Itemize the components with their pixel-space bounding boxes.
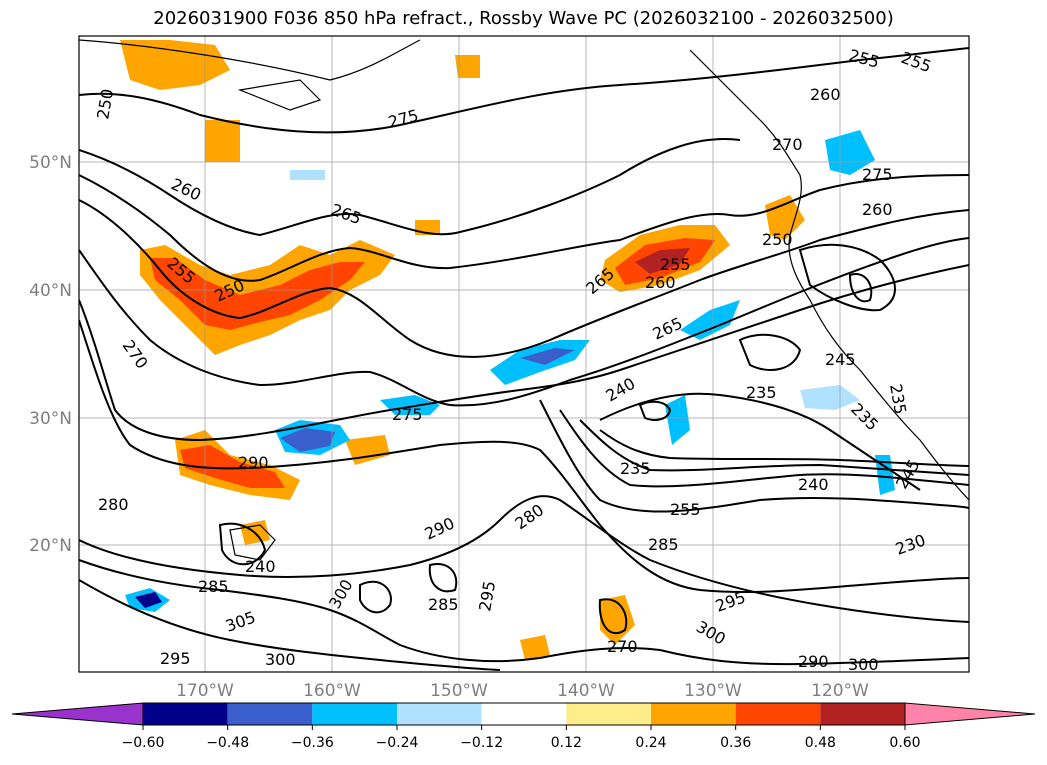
patch-negative	[800, 385, 860, 410]
colorbar-segment	[397, 703, 482, 725]
colorbar-segment	[651, 703, 736, 725]
colorbar-segment	[227, 703, 313, 725]
contour-label: 260	[645, 273, 676, 292]
contour-label: 270	[772, 135, 803, 154]
contour-label: 235	[620, 459, 651, 478]
patch-negative	[875, 455, 895, 495]
colorbar-extend-low	[11, 702, 144, 726]
shaded-patches	[120, 40, 895, 660]
contour-label: 285	[648, 535, 679, 554]
colorbar-tick-label: 0.12	[551, 735, 582, 751]
contour-label: 235	[746, 383, 777, 402]
patch-negative-strong	[135, 592, 162, 608]
contour-label: 275	[862, 165, 893, 184]
colorbar-tick-label: −0.60	[122, 735, 165, 751]
patch-positive	[205, 120, 240, 162]
colorbar: −0.60 −0.48 −0.36 −0.24 −0.12 0.12 0.24 0.36 0.4…	[11, 702, 1036, 751]
lon-label: 160°W	[303, 681, 361, 701]
patch-negative-strong	[520, 348, 575, 365]
patch-negative	[665, 395, 690, 445]
map-frame	[78, 35, 970, 673]
contour-label: 295	[160, 649, 191, 668]
lon-label: 130°W	[684, 681, 742, 701]
contour-label: 240	[245, 557, 276, 576]
colorbar-segment	[735, 703, 821, 725]
colorbar-segment	[820, 703, 905, 725]
lon-label: 120°W	[811, 681, 869, 701]
contour-label: 285	[198, 577, 229, 596]
contour-label: 270	[607, 637, 638, 656]
map-plot-area: 250 260 265 255 250 270 275 290 280 285 …	[79, 36, 969, 674]
colorbar-tick-label: −0.24	[376, 735, 419, 751]
patch-positive-dark	[635, 248, 690, 274]
contour-label: 290	[798, 652, 829, 671]
colorbar-extend-high	[904, 702, 1036, 726]
lat-label: 40°N	[29, 281, 72, 301]
colorbar-segment	[481, 703, 567, 725]
patch-positive	[600, 595, 635, 645]
colorbar-tick-label: 0.24	[635, 735, 666, 751]
contour-label: 260	[810, 85, 841, 104]
patch-positive	[120, 40, 230, 90]
contour-label: 245	[825, 350, 856, 369]
patch-negative	[680, 300, 740, 340]
coastlines	[79, 39, 969, 561]
colorbar-tick-label: −0.36	[291, 735, 334, 751]
longitude-labels: 170°W 160°W 150°W 140°W 130°W 120°W	[176, 681, 869, 701]
lat-label: 30°N	[29, 409, 72, 429]
colorbar-tick-label: 0.36	[720, 735, 751, 751]
contour-label: 300	[265, 650, 296, 669]
latitude-labels: 50°N 40°N 30°N 20°N	[29, 153, 72, 556]
lon-label: 140°W	[557, 681, 615, 701]
colorbar-segment	[312, 703, 397, 725]
colorbar-segment	[566, 703, 651, 725]
contour-label: 250	[762, 230, 793, 249]
contour-label: 255	[670, 500, 701, 519]
contour-label: 285	[428, 595, 459, 614]
colorbar-segment	[143, 703, 228, 725]
patch-positive	[455, 55, 480, 78]
colorbar-tick-label: 0.48	[805, 735, 836, 751]
map-gridlines	[79, 36, 969, 672]
colorbar-tick-label: −0.12	[460, 735, 503, 751]
lon-label: 170°W	[176, 681, 234, 701]
patch-positive	[765, 195, 805, 240]
lat-label: 20°N	[29, 536, 72, 556]
contour-label: 255	[660, 255, 691, 274]
patch-negative	[290, 170, 325, 180]
patch-negative	[825, 130, 875, 175]
patch-negative-strong	[280, 428, 335, 452]
contour-label: 280	[98, 495, 129, 514]
lon-label: 150°W	[430, 681, 488, 701]
patch-positive-strong	[180, 445, 285, 488]
patch-positive-strong	[150, 258, 365, 330]
map-title: 2026031900 F036 850 hPa refract., Rossby…	[153, 8, 894, 29]
colorbar-tick-label: −0.48	[206, 735, 249, 751]
patch-positive	[520, 635, 550, 660]
colorbar-outline	[142, 702, 906, 726]
contour-label: 290	[238, 453, 269, 472]
contour-lines	[79, 47, 969, 671]
contour-label: 240	[798, 475, 829, 494]
colorbar-tick-label: 0.60	[889, 735, 920, 751]
contour-label: 260	[862, 200, 893, 219]
contour-label: 300	[848, 655, 879, 674]
contour-label: 275	[392, 405, 423, 424]
lat-label: 50°N	[29, 153, 72, 173]
